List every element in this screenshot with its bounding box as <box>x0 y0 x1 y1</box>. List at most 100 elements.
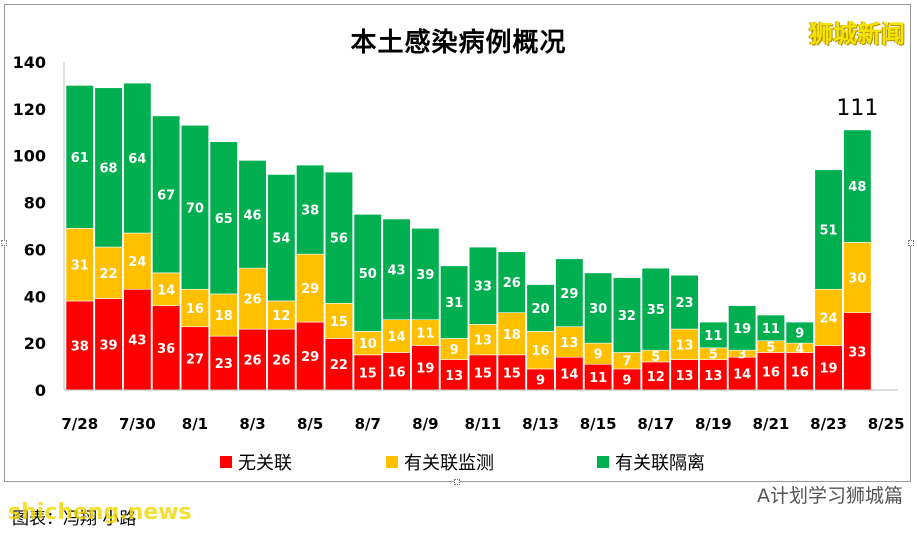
data-label: 3 <box>738 348 747 363</box>
data-label: 13 <box>445 369 463 384</box>
bar-segment <box>65 300 94 391</box>
legend-label: 有关联隔离 <box>615 453 705 474</box>
data-label: 13 <box>676 338 694 353</box>
bar-segment <box>728 305 757 351</box>
data-label: 18 <box>215 309 233 324</box>
data-label: 39 <box>100 338 118 353</box>
data-label: 9 <box>536 373 545 388</box>
bar-segment <box>65 85 94 229</box>
bar-segment <box>584 272 613 344</box>
data-label: 46 <box>244 208 262 223</box>
data-label: 29 <box>301 350 319 365</box>
data-label: 26 <box>244 354 262 369</box>
bars: 3831613922684324643614672716702318652626… <box>65 82 878 391</box>
data-label: 13 <box>676 369 694 384</box>
data-label: 64 <box>128 152 146 167</box>
bar-segment <box>612 277 642 353</box>
data-label: 16 <box>791 365 809 380</box>
data-label: 4 <box>795 342 804 357</box>
x-tick-label: 8/15 <box>580 415 617 433</box>
bar-segment <box>526 331 555 370</box>
data-label: 13 <box>474 334 492 349</box>
bar-segment <box>468 246 498 325</box>
total-annotation: 111 <box>836 96 878 121</box>
data-label: 70 <box>186 201 204 216</box>
bar-segment <box>699 321 728 349</box>
data-label: 31 <box>445 296 463 311</box>
watermark-top-right: 狮城新闻 <box>809 20 905 48</box>
data-label: 18 <box>503 328 521 343</box>
data-label: 33 <box>848 345 866 360</box>
x-tick-label: 8/7 <box>355 415 381 433</box>
x-tick-label: 8/11 <box>465 415 502 433</box>
bar-segment <box>296 164 325 255</box>
bar-segment <box>814 345 843 391</box>
bar-segment <box>209 293 238 337</box>
bar-segment <box>382 218 411 321</box>
bar-segment <box>382 352 411 391</box>
data-label: 61 <box>71 151 89 166</box>
data-label: 35 <box>647 303 665 318</box>
data-label: 5 <box>766 341 775 356</box>
data-label: 24 <box>128 255 146 270</box>
y-tick-label: 140 <box>13 53 46 72</box>
bar-segment <box>411 228 440 321</box>
bar-segment <box>468 354 498 391</box>
data-label: 14 <box>733 368 751 383</box>
bar-segment <box>785 321 814 344</box>
data-label: 48 <box>848 180 866 195</box>
data-label: 29 <box>301 282 319 297</box>
y-tick-label: 80 <box>24 194 46 213</box>
legend-swatch <box>386 456 398 468</box>
data-label: 14 <box>560 368 578 383</box>
data-label: 9 <box>450 343 459 358</box>
bar-segment <box>584 363 613 391</box>
data-label: 26 <box>272 354 290 369</box>
data-label: 11 <box>762 322 780 337</box>
x-tick-label: 8/3 <box>239 415 265 433</box>
x-tick-label: 8/13 <box>522 415 559 433</box>
caption: 图表：冯翔 小路 <box>12 509 137 529</box>
data-label: 68 <box>100 161 118 176</box>
bar-segment <box>353 213 382 332</box>
data-label: 38 <box>71 339 89 354</box>
y-tick-label: 20 <box>24 334 46 353</box>
resize-handle[interactable] <box>1 240 7 246</box>
data-label: 7 <box>622 355 631 370</box>
x-tick-label: 7/30 <box>119 415 156 433</box>
bar-segment <box>497 354 526 391</box>
bar-segment <box>756 314 786 342</box>
bar-segment <box>497 312 526 356</box>
data-label: 5 <box>709 348 718 363</box>
data-label: 54 <box>272 232 290 247</box>
data-label: 9 <box>795 327 804 342</box>
bar-segment <box>670 274 699 330</box>
data-label: 15 <box>503 366 521 381</box>
x-tick-label: 8/1 <box>182 415 208 433</box>
data-label: 16 <box>186 302 204 317</box>
bar-segment <box>641 267 670 351</box>
data-label: 30 <box>589 302 607 317</box>
data-label: 67 <box>157 188 175 203</box>
bar-segment <box>324 171 354 304</box>
x-tick-label: 8/9 <box>412 415 438 433</box>
bar-segment <box>152 272 181 306</box>
bar-segment <box>699 359 728 391</box>
x-axis: 7/28 7/30 8/1 8/3 8/5 8/7 8/9 8/11 8/13 8/15 8/17 8… <box>61 389 905 433</box>
data-label: 39 <box>416 268 434 283</box>
data-label: 19 <box>820 362 838 377</box>
bar-segment <box>497 251 526 313</box>
data-label: 22 <box>100 267 118 282</box>
legend-swatch <box>220 456 232 468</box>
x-tick-label: 7/28 <box>61 415 98 433</box>
x-tick-label: 8/5 <box>297 415 323 433</box>
y-tick-label: 120 <box>13 100 46 119</box>
data-label: 16 <box>388 365 406 380</box>
bar-segment <box>180 326 209 391</box>
data-label: 26 <box>503 276 521 291</box>
resize-handle[interactable] <box>908 240 914 246</box>
bar-segment <box>756 352 786 391</box>
resize-handle[interactable] <box>454 479 460 485</box>
data-label: 36 <box>157 342 175 357</box>
